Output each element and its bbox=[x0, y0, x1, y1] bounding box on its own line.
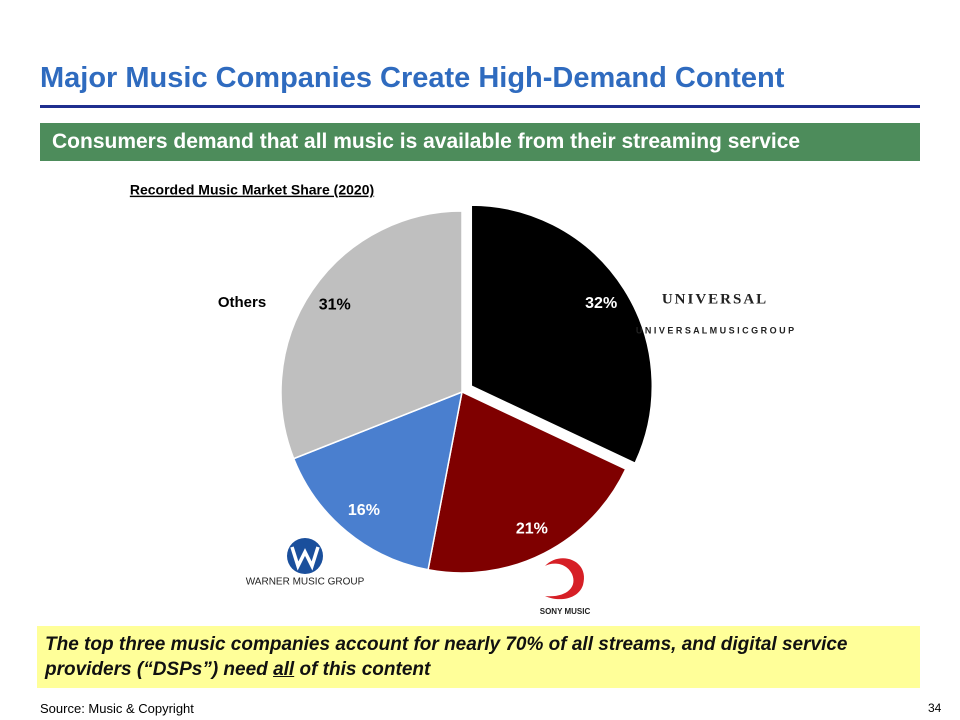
note-box: The top three music companies account fo… bbox=[37, 626, 920, 688]
category-label: Others bbox=[218, 294, 266, 311]
source: Source: Music & Copyright bbox=[40, 701, 194, 716]
category-label: U N I V E R S A L M U S I C G R O U P bbox=[636, 325, 794, 335]
note-part: The top three music companies account fo… bbox=[45, 634, 848, 680]
warner-logo-mark bbox=[290, 546, 320, 571]
chart-title: Recorded Music Market Share (2020) bbox=[130, 182, 374, 198]
pie-slice bbox=[470, 204, 654, 465]
category-label: WARNER MUSIC GROUP bbox=[246, 577, 365, 588]
title-rule bbox=[40, 105, 920, 108]
pie-slice bbox=[427, 390, 627, 574]
banner: Consumers demand that all music is avail… bbox=[40, 123, 920, 161]
page-number: 34 bbox=[928, 701, 942, 715]
sony-logo bbox=[545, 558, 585, 600]
slide-title: Major Music Companies Create High-Demand… bbox=[40, 62, 785, 94]
value-label: 31% bbox=[319, 297, 351, 314]
note-emphasis: all bbox=[273, 659, 295, 680]
banner-text: Consumers demand that all music is avail… bbox=[52, 130, 801, 153]
value-label: 16% bbox=[348, 502, 380, 519]
pie-slice bbox=[292, 390, 463, 571]
warner-logo bbox=[287, 538, 323, 574]
universal-wordmark: UNIVERSAL bbox=[662, 291, 768, 307]
value-label: 32% bbox=[585, 295, 617, 312]
note-text: The top three music companies account fo… bbox=[37, 626, 920, 688]
pie-slice bbox=[280, 210, 463, 460]
category-label: SONY MUSIC bbox=[540, 607, 591, 616]
chart: Recorded Music Market Share (2020) UNIVE… bbox=[130, 182, 794, 616]
note-part: of this content bbox=[294, 659, 431, 680]
value-label: 21% bbox=[516, 520, 548, 537]
